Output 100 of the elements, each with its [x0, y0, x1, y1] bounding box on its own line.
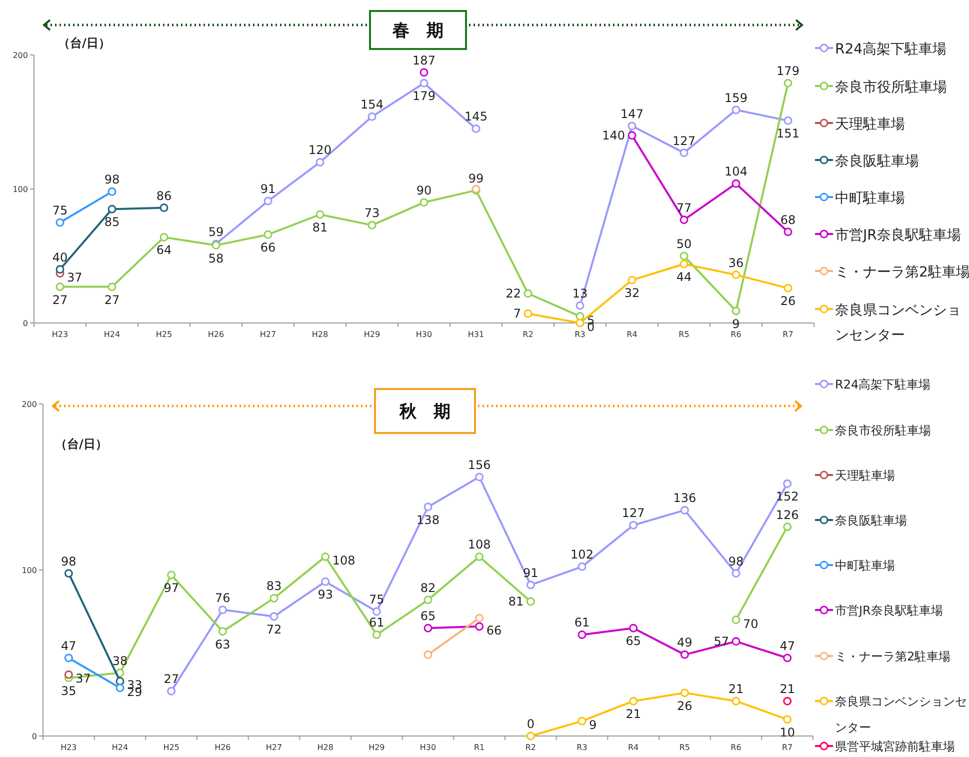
data-label: 147	[620, 107, 644, 122]
x-tick-label: R7	[782, 330, 794, 339]
legend-label: R24高架下駐車場	[835, 378, 931, 392]
point	[316, 158, 324, 166]
point	[424, 502, 432, 512]
point	[218, 606, 227, 614]
point	[680, 260, 688, 268]
data-label: 104	[724, 164, 748, 179]
point	[56, 218, 64, 227]
data-label: 159	[724, 90, 748, 105]
point	[472, 124, 480, 133]
legend-label: 奈良阪駐車場	[835, 153, 919, 170]
point	[160, 204, 168, 212]
point	[576, 301, 584, 310]
data-label: 126	[776, 508, 799, 522]
data-label: 32	[624, 286, 640, 300]
point	[264, 196, 272, 206]
x-tick-label: R6	[730, 330, 742, 339]
point	[680, 252, 688, 260]
point	[628, 122, 636, 130]
x-tick-label: R5	[678, 330, 690, 339]
point	[270, 594, 278, 602]
point	[783, 696, 792, 706]
data-label: 61	[574, 616, 590, 630]
data-label: 58	[208, 251, 224, 266]
x-tick-label: H24	[104, 330, 120, 339]
point	[316, 210, 324, 219]
data-label: 66	[486, 623, 502, 638]
data-label: 7	[513, 306, 521, 321]
point	[424, 596, 432, 604]
point	[321, 577, 330, 586]
point	[732, 637, 740, 646]
x-tick-label: H30	[420, 743, 436, 752]
data-label: 97	[164, 580, 179, 595]
point	[524, 309, 532, 318]
data-label: 27	[52, 292, 68, 307]
data-label: 70	[743, 616, 758, 631]
data-label: 81	[508, 594, 524, 609]
data-label: 138	[416, 512, 440, 527]
data-label: 35	[61, 684, 76, 698]
point	[732, 179, 740, 188]
data-label: 72	[266, 622, 282, 636]
point	[321, 552, 330, 561]
data-label: 145	[464, 110, 488, 124]
data-label: 93	[318, 588, 333, 602]
legend-label: 奈良県コンベンションセンター	[835, 302, 961, 344]
data-label: 82	[420, 580, 436, 595]
y-tick-label: 200	[12, 51, 28, 60]
x-tick-label: H27	[260, 330, 276, 339]
data-label: 37	[67, 270, 82, 284]
point	[526, 580, 535, 590]
data-label: 27	[164, 672, 179, 686]
data-label: 108	[332, 554, 356, 568]
y-tick-label: 200	[22, 400, 37, 409]
x-tick-label: R7	[782, 743, 793, 752]
chart-title: 秋 期	[398, 402, 450, 422]
data-label: 26	[780, 294, 796, 308]
point	[526, 732, 535, 740]
point	[732, 306, 740, 316]
point	[475, 614, 484, 622]
data-label: 77	[676, 200, 692, 215]
data-label: 40	[52, 250, 68, 264]
data-label: 98	[104, 172, 120, 187]
y-tick-label: 100	[12, 185, 28, 194]
point	[680, 148, 688, 158]
data-label: 98	[61, 554, 76, 568]
data-label: 10	[780, 725, 795, 740]
data-label: 21	[780, 682, 795, 696]
point	[420, 78, 428, 88]
point	[420, 198, 428, 207]
data-label: 91	[523, 566, 538, 580]
point	[64, 569, 73, 578]
data-label: 68	[780, 212, 796, 227]
data-label: 120	[308, 143, 332, 158]
point	[264, 230, 272, 239]
legend-label: 中町駐車場	[835, 558, 895, 573]
point	[629, 624, 638, 632]
legend-label: 奈良県コンベンションセンター	[835, 694, 967, 735]
data-label: 36	[728, 256, 744, 270]
point	[628, 131, 636, 140]
data-label: 127	[622, 506, 645, 520]
point	[784, 78, 792, 88]
legend-label: 市営JR奈良駅駐車場	[835, 227, 961, 244]
legend-label: 市営JR奈良駅駐車場	[835, 604, 943, 618]
data-label: 179	[412, 89, 436, 104]
point	[108, 282, 116, 292]
x-tick-label: H26	[208, 330, 224, 339]
point	[784, 284, 792, 292]
point	[680, 216, 688, 224]
point	[524, 289, 532, 298]
chart-title: 春 期	[392, 21, 444, 41]
data-label: 13	[572, 286, 588, 301]
point	[424, 624, 432, 632]
point	[167, 570, 176, 580]
point	[368, 220, 376, 230]
point	[578, 716, 586, 726]
data-label: 73	[364, 206, 380, 220]
x-tick-label: H28	[312, 330, 328, 339]
legend-label: ミ・ナーラ第2駐車場	[835, 650, 951, 664]
x-tick-label: R2	[522, 330, 534, 339]
